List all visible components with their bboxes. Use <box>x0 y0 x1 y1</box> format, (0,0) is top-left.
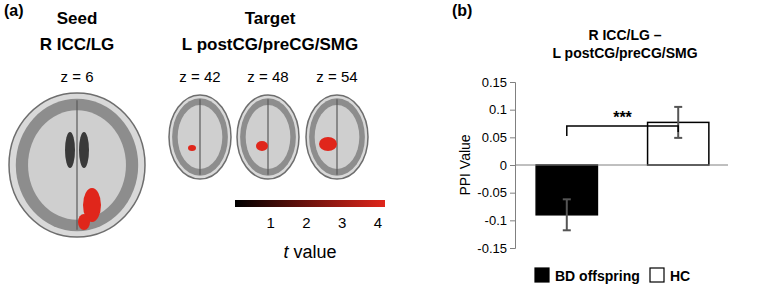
y-tick-label: -0.1 <box>485 213 507 228</box>
legend-label: BD offspring <box>555 268 640 284</box>
panel-a: (a) Seed R ICC/LG z = 6 Target L postCG/preCG… <box>4 2 385 262</box>
target-region: L postCG/preCG/SMG <box>182 35 358 54</box>
plot-area <box>536 107 709 230</box>
color-bar-tick-label: 4 <box>374 214 382 231</box>
chart-title: L postCG/preCG/SMG <box>552 45 697 61</box>
y-tick-mark <box>510 110 515 111</box>
skull <box>237 95 299 179</box>
activation <box>78 214 90 230</box>
seed-brain <box>9 93 145 237</box>
panel-label: (a) <box>4 2 24 19</box>
target-heading: Target <box>245 9 296 28</box>
midline <box>267 99 268 175</box>
y-tick: -0.05 <box>477 185 515 200</box>
y-tick: 0.15 <box>482 75 515 90</box>
panel-label: (b) <box>452 2 472 19</box>
slice-label: z = 54 <box>316 68 357 85</box>
error-bar-line <box>566 199 568 230</box>
y-tick-label: 0 <box>500 158 507 173</box>
legend-label: HC <box>670 268 690 284</box>
panel-b: (b)R ICC/LG –L postCG/preCG/SMG-0.15-0.1… <box>452 2 728 284</box>
y-tick: -0.15 <box>477 241 515 256</box>
slice-label: z = 42 <box>179 68 220 85</box>
chart-title: R ICC/LG – <box>588 27 661 43</box>
ventricle <box>65 132 75 168</box>
y-tick-mark <box>510 248 515 249</box>
target-brain <box>306 95 368 179</box>
midline <box>76 100 77 230</box>
y-tick-mark <box>510 193 515 194</box>
brain-slice <box>237 95 299 179</box>
skull <box>9 93 145 237</box>
error-bar-line <box>674 106 682 108</box>
error-bar-line <box>563 198 571 200</box>
skull <box>169 95 231 179</box>
y-axis-title: PPI Value <box>457 134 473 195</box>
seed-heading: Seed <box>57 9 98 28</box>
legend-swatch <box>650 268 664 282</box>
color-bar <box>235 200 385 207</box>
activation <box>188 145 196 151</box>
color-bar-tick-label: 3 <box>338 214 346 231</box>
significance-bracket <box>567 126 678 136</box>
y-tick: 0.05 <box>482 130 515 145</box>
legend: BD offspring HC <box>535 268 690 284</box>
error-bar-line <box>674 137 682 139</box>
legend-swatch <box>535 268 549 282</box>
y-tick: -0.1 <box>485 213 515 228</box>
color-bar-tick-label: 2 <box>302 214 310 231</box>
error-bar <box>674 107 682 138</box>
error-bar-line <box>677 107 679 138</box>
cortex <box>240 98 296 175</box>
y-tick-label: 0.15 <box>482 75 507 90</box>
y-tick-label: -0.05 <box>477 185 507 200</box>
brain-slice <box>9 93 145 237</box>
cortex <box>16 99 138 231</box>
error-bar-line <box>563 229 571 231</box>
target-brain <box>169 95 231 179</box>
cortex <box>172 98 228 175</box>
y-tick: 0.1 <box>489 102 515 117</box>
y-tick-label: 0.1 <box>489 102 507 117</box>
slice-label: z = 6 <box>61 68 94 85</box>
color-bar-label: t value <box>283 242 336 262</box>
brain-slice <box>306 95 368 179</box>
y-tick-mark <box>510 165 515 166</box>
figure: (a) Seed R ICC/LG z = 6 Target L postCG/preCG… <box>0 0 770 294</box>
y-tick-mark <box>510 82 515 83</box>
skull <box>306 95 368 179</box>
midline <box>199 99 200 175</box>
baseline <box>515 165 728 166</box>
slice-label: z = 48 <box>247 68 288 85</box>
error-bar <box>563 199 571 230</box>
significance-label: *** <box>613 109 632 126</box>
cortex <box>309 98 365 175</box>
midline <box>336 99 337 175</box>
activation <box>319 137 337 151</box>
y-tick-mark <box>510 137 515 138</box>
y-tick-mark <box>510 220 515 221</box>
ventricle <box>79 132 89 168</box>
brain-slice <box>169 95 231 179</box>
y-axis: -0.15 -0.1 -0.05 0 0.05 0.1 0.15 <box>477 75 515 256</box>
y-tick: 0 <box>500 158 515 173</box>
activation <box>256 141 268 151</box>
target-brain <box>237 95 299 179</box>
color-bar-tick-label: 1 <box>267 214 275 231</box>
y-tick-label: -0.15 <box>477 241 507 256</box>
y-tick-label: 0.05 <box>482 130 507 145</box>
y-axis-line <box>510 83 516 249</box>
seed-region: R ICC/LG <box>40 35 115 54</box>
